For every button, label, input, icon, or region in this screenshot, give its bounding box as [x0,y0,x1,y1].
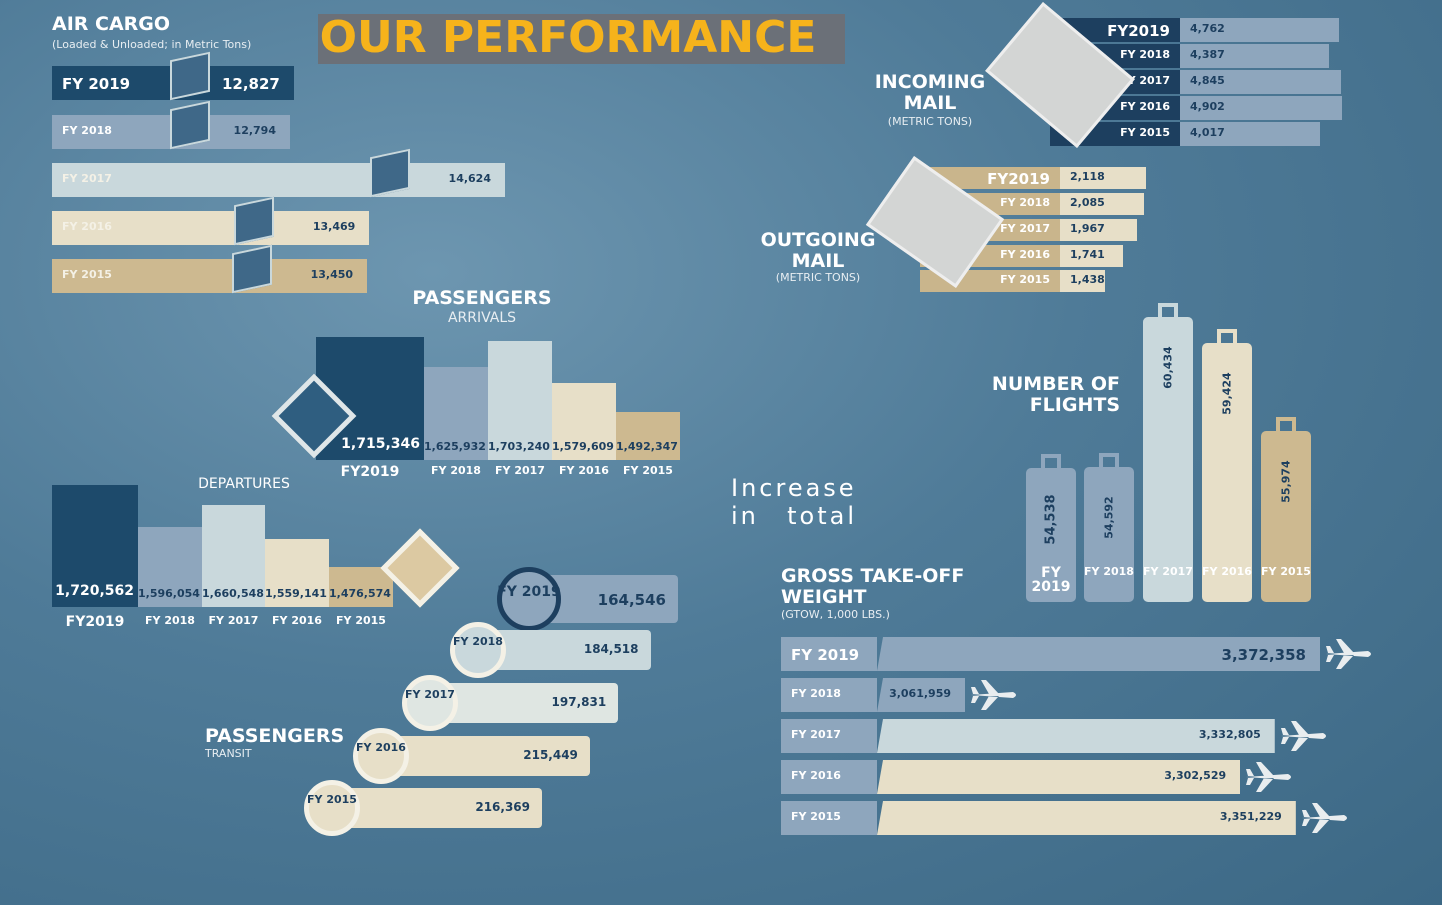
category-label: FY 2016 [1202,566,1252,577]
value-label: 1,492,347 [616,440,676,453]
section-title: INCOMING MAIL [860,72,1000,114]
value-label: 3,302,529 [877,769,1226,782]
category-label: FY 2019 [1026,566,1076,594]
value-label: 4,017 [1190,126,1270,139]
category-label: FY 2016 [353,742,409,753]
category-label: FY 2018 [62,124,130,137]
plane-icon [1300,801,1350,835]
value-label: 2,118 [1070,170,1150,183]
value-label: 13,469 [140,220,355,233]
year-circle [450,622,506,678]
value-label: 1,720,562 [52,583,134,599]
section-subtitle: (Loaded & Unloaded; in Metric Tons) [52,38,352,51]
value-label: 55,974 [1280,442,1293,522]
category-label: FY 2015 [304,794,360,805]
value-label: 216,369 [332,800,530,814]
section-title: PASSENGERS [312,288,652,309]
category-label: FY 2017 [402,689,458,700]
category-label: FY 2015 [616,464,680,477]
category-label: FY 2017 [202,614,265,627]
section-title: DEPARTURES [144,476,344,492]
plane-icon [969,678,1019,712]
section-subtitle: (METRIC TONS) [748,271,888,284]
plane-icon [1279,719,1329,753]
section-title: AIR CARGO [52,14,352,35]
value-label: 215,449 [381,748,578,762]
category-label: FY 2018 [424,464,488,477]
category-label: FY 2015 [1261,566,1311,577]
value-label: 4,387 [1190,48,1270,61]
value-label: 1,967 [1070,222,1150,235]
category-label: FY 2018 [138,614,202,627]
infographic: OUR PERFORMANCE Increase in total AIR CA… [0,0,1442,905]
section-subtitle: (METRIC TONS) [860,115,1000,128]
value-label: 60,434 [1162,328,1175,408]
value-label: 59,424 [1221,353,1234,433]
category-label: FY 2015 [791,810,867,823]
section-title: NUMBER OF FLIGHTS [960,374,1120,416]
year-circle [304,780,360,836]
plane-icon [1244,760,1294,794]
section-subtitle: (GTOW, 1,000 LBS.) [781,608,981,621]
category-label: FY 2016 [552,464,616,477]
value-label: 3,332,805 [877,728,1261,741]
category-label: FY 2016 [62,220,130,233]
category-label: FY 2017 [1143,566,1193,577]
category-label: FY 2017 [791,728,867,741]
value-label: 3,061,959 [877,687,951,700]
value-label: 12,794 [140,124,276,137]
page-title: OUR PERFORMANCE [318,12,818,63]
category-label: FY 2016 [265,614,329,627]
value-label: 12,827 [140,75,280,93]
value-label: 13,450 [140,268,353,281]
value-label: 4,762 [1190,22,1270,35]
category-label: FY 2015 [62,268,130,281]
value-label: 1,660,548 [202,587,261,600]
category-label: FY 2017 [488,464,552,477]
value-label: 1,579,609 [552,440,612,453]
category-label: FY 2019 [497,585,561,599]
value-label: 1,703,240 [488,440,548,453]
category-label: FY 2018 [450,636,506,647]
section-title: OUTGOING MAIL [748,230,888,272]
value-label: 1,559,141 [265,587,325,600]
value-label: 1,596,054 [138,587,198,600]
plane-icon [1324,637,1374,671]
value-label: 4,845 [1190,74,1270,87]
value-label: 1,741 [1070,248,1150,261]
category-label: FY 2016 [791,769,867,782]
value-label: 1,438 [1070,273,1150,286]
category-label: FY2019 [52,614,138,630]
value-label: 4,902 [1190,100,1270,113]
value-label: 14,624 [140,172,491,185]
value-label: 1,476,574 [329,587,389,600]
category-label: FY 2019 [62,75,130,93]
year-circle [402,675,458,731]
category-label: FY 2019 [791,646,867,664]
value-label: 3,372,358 [877,646,1306,664]
value-label: 54,592 [1103,477,1116,557]
category-label: FY 2018 [1084,566,1134,577]
category-label: FY 2018 [791,687,867,700]
category-label: FY 2017 [62,172,130,185]
category-label: FY 2015 [329,614,393,627]
year-circle [353,728,409,784]
value-label: 1,625,932 [424,440,484,453]
value-label: 54,538 [1044,480,1059,560]
value-label: 3,351,229 [877,810,1282,823]
value-label: 2,085 [1070,196,1150,209]
section-title: GROSS TAKE-OFF WEIGHT [781,566,981,608]
annotation: Increase in total [731,474,857,530]
section-subtitle: ARRIVALS [312,310,652,326]
